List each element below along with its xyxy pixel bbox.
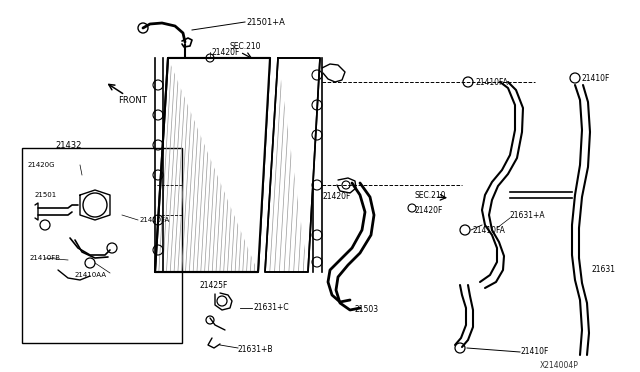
Text: 21420FA: 21420FA — [140, 217, 170, 223]
Text: 21631+A: 21631+A — [510, 211, 546, 219]
Text: 21410FB: 21410FB — [30, 255, 61, 261]
Text: 21410F: 21410F — [521, 347, 549, 356]
Text: 21420F: 21420F — [415, 205, 444, 215]
Text: 21631+C: 21631+C — [253, 304, 289, 312]
Text: 21420F: 21420F — [323, 192, 351, 201]
Text: 21501: 21501 — [35, 192, 57, 198]
Text: 21410AA: 21410AA — [75, 272, 107, 278]
Text: SEC.210: SEC.210 — [230, 42, 262, 51]
Text: 21432: 21432 — [55, 141, 81, 150]
Text: 21503: 21503 — [355, 305, 379, 314]
Text: X214004P: X214004P — [540, 360, 579, 369]
Text: 21425F: 21425F — [200, 280, 228, 289]
Text: 21631+B: 21631+B — [238, 346, 273, 355]
Bar — [22, 148, 182, 343]
Text: 21501+A: 21501+A — [246, 17, 285, 26]
Text: 21410F: 21410F — [582, 74, 611, 83]
Text: SEC.210: SEC.210 — [415, 190, 447, 199]
Text: 21631: 21631 — [592, 266, 616, 275]
Text: FRONT: FRONT — [118, 96, 147, 105]
Text: 21420F: 21420F — [212, 48, 241, 57]
Text: 21410FA: 21410FA — [473, 225, 506, 234]
Text: 21420G: 21420G — [28, 162, 56, 168]
Polygon shape — [168, 58, 270, 272]
Polygon shape — [278, 58, 320, 272]
Text: 21410FA: 21410FA — [476, 77, 509, 87]
